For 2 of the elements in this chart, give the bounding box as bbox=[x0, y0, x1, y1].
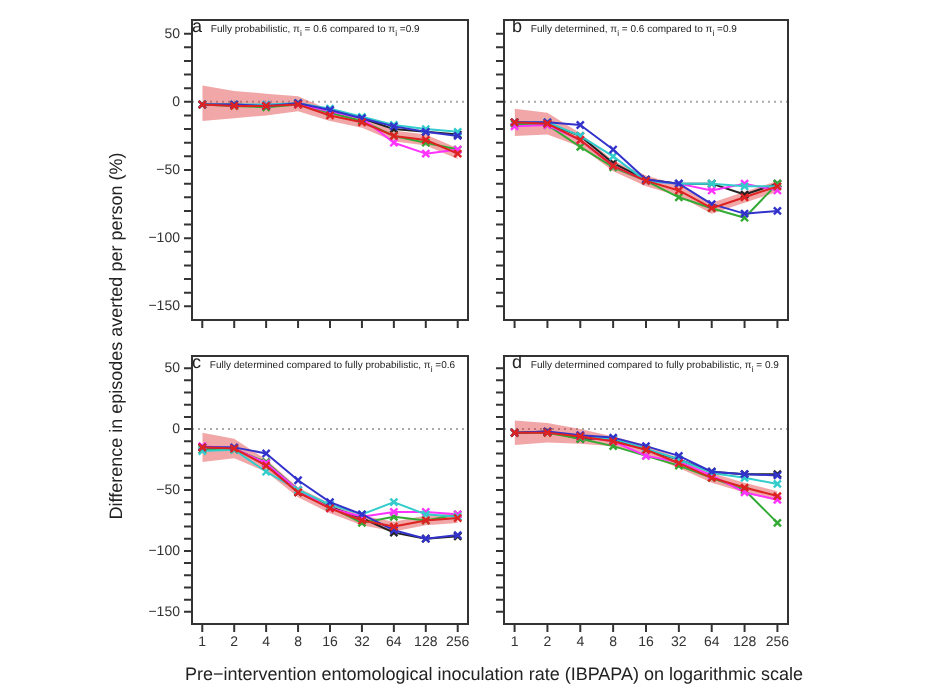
x-axis-title: Pre−intervention entomological inoculation rate (IBPAPA) on logarithmic scale bbox=[184, 664, 804, 684]
y-axis-title: Difference in episodes averted per person (%) bbox=[106, 152, 126, 520]
